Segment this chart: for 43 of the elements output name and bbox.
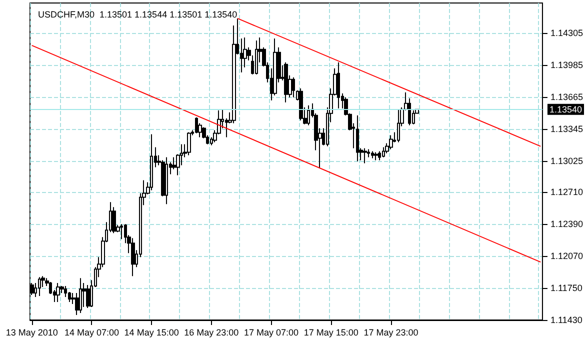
y-tick-label: 1.13345 (550, 124, 584, 134)
x-tick-label: 17 May 23:00 (364, 328, 418, 338)
candlestick (195, 116, 198, 134)
y-tick-label: 1.13985 (550, 60, 584, 70)
candlestick (64, 286, 67, 298)
candlestick (292, 76, 295, 98)
y-tick-label: 1.11430 (550, 315, 582, 325)
ref-line-label: 1.13540 (549, 104, 582, 114)
candlestick (56, 282, 60, 303)
y-tick-label: 1.13025 (550, 156, 584, 166)
candlestick (397, 108, 400, 143)
text: USDCHF,M30 1.13501 1.13544 1.13501 1.13540 (38, 10, 238, 20)
x-tick-label: 13 May 2010 (6, 328, 58, 338)
candlestick (284, 62, 288, 103)
y-tick-label: 1.12710 (550, 187, 584, 198)
candlestick (150, 134, 153, 191)
x-tick-label: 17 May 15:00 (304, 328, 358, 338)
candlestick (307, 104, 310, 126)
candlestick (378, 150, 381, 161)
candlestick (79, 278, 82, 314)
x-tick-label: 17 May 07:00 (244, 328, 299, 338)
y-tick-label: 1.12390 (550, 219, 584, 230)
candlestick (38, 276, 41, 297)
candlestick (389, 134, 393, 150)
x-tick-label: 16 May 23:00 (184, 328, 239, 338)
y-tick-label: 1.14305 (550, 28, 584, 38)
y-tick-label: 1.12070 (550, 251, 584, 262)
candlestick (374, 152, 378, 161)
candlestick (337, 62, 340, 109)
candlestick (131, 238, 135, 277)
candlestick (187, 132, 191, 156)
y-tick-label: 1.13665 (550, 92, 584, 102)
candlestick (299, 88, 303, 121)
candlestick (165, 156, 168, 205)
x-tick-label: 14 May 07:00 (64, 328, 119, 338)
candlestick (382, 146, 385, 158)
x-tick-label: 14 May 15:00 (124, 328, 179, 338)
candlestick (363, 148, 367, 164)
y-tick-label: 1.11750 (550, 283, 582, 294)
candlestick (356, 114, 359, 162)
candlestick (255, 40, 258, 75)
candlestick (120, 224, 123, 240)
candlestick (371, 150, 374, 159)
